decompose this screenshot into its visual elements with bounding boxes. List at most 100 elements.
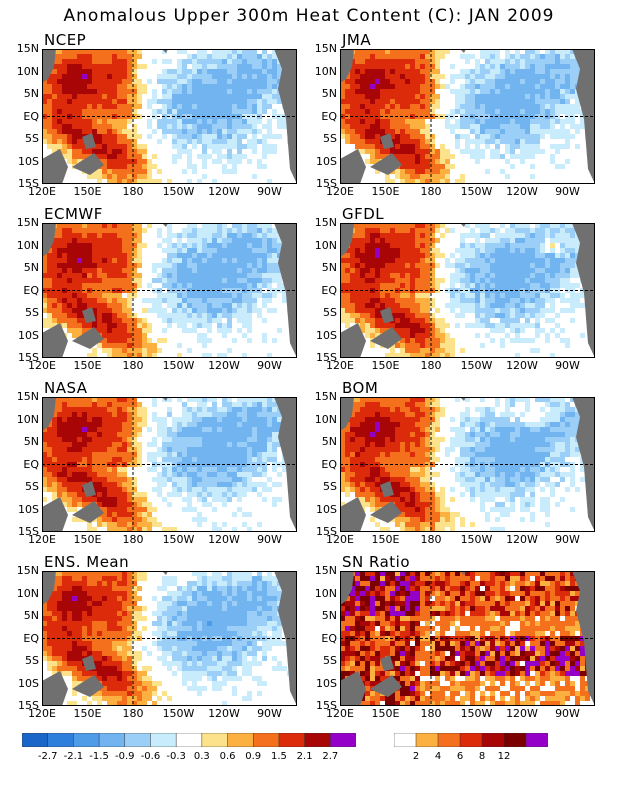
latitude-tick-label: 15N bbox=[314, 390, 337, 403]
land-mass bbox=[370, 153, 402, 175]
latitude-tick-label: 5S bbox=[323, 306, 337, 319]
longitude-tick-label: 150E bbox=[73, 185, 102, 198]
colorbar-label: -2.1 bbox=[63, 751, 84, 762]
map-frame bbox=[340, 223, 595, 358]
land-mass bbox=[82, 481, 96, 497]
longitude-tick-label: 180 bbox=[420, 707, 442, 720]
land-mass bbox=[340, 223, 354, 257]
map-frame bbox=[340, 397, 595, 532]
latitude-tick-label: 10N bbox=[16, 412, 39, 426]
latitude-tick-label: 10S bbox=[316, 328, 337, 342]
land-mass bbox=[42, 49, 56, 83]
latitude-tick-label: 5N bbox=[321, 261, 337, 274]
latitude-tick-label: EQ bbox=[321, 109, 337, 123]
latitude-tick-label: 10S bbox=[316, 676, 337, 690]
colorbar-swatch bbox=[481, 733, 505, 747]
longitude-tick-label: 120W bbox=[506, 185, 538, 198]
latitude-tick-label: 5N bbox=[23, 87, 39, 100]
latitude-tick-label: 15S bbox=[18, 699, 39, 712]
longitude-tick-label: 150W bbox=[460, 359, 493, 372]
longitude-tick-label: 90W bbox=[555, 359, 580, 372]
land-mass bbox=[380, 655, 394, 671]
land-mass bbox=[380, 133, 394, 149]
land-mass bbox=[340, 671, 366, 706]
map-panel bbox=[42, 571, 297, 706]
latitude-tick-label: 5N bbox=[321, 435, 337, 448]
land-mass bbox=[72, 675, 104, 697]
land-mass bbox=[42, 223, 56, 257]
longitude-tick-label: 120E bbox=[28, 185, 56, 198]
colorbar-swatch bbox=[175, 733, 203, 747]
sn-ratio-colorbar bbox=[394, 733, 548, 747]
latitude-tick-label: 5S bbox=[323, 480, 337, 493]
latitude-tick-label: 5S bbox=[25, 654, 39, 667]
map-panel bbox=[340, 223, 595, 358]
latitude-tick-label: 10S bbox=[316, 502, 337, 516]
longitude-tick-label: 120W bbox=[506, 533, 538, 546]
colorbar-swatch bbox=[278, 733, 306, 747]
latitude-tick-label: 10S bbox=[316, 154, 337, 168]
longitude-tick-label: 120E bbox=[326, 707, 354, 720]
latitude-tick-label: 5N bbox=[23, 435, 39, 448]
longitude-tick-label: 150W bbox=[460, 185, 493, 198]
latitude-tick-label: 15S bbox=[18, 351, 39, 364]
map-frame bbox=[42, 223, 297, 358]
latitude-tick-label: 15S bbox=[316, 177, 337, 190]
latitude-tick-label: EQ bbox=[23, 109, 39, 123]
latitude-tick-label: EQ bbox=[23, 283, 39, 297]
longitude-tick-label: 120E bbox=[326, 533, 354, 546]
colorbar-label: 4 bbox=[434, 751, 442, 762]
anomaly-colorbar bbox=[22, 733, 356, 747]
latitude-tick-label: EQ bbox=[23, 631, 39, 645]
map-frame bbox=[340, 571, 595, 706]
longitude-tick-label: 150E bbox=[371, 359, 400, 372]
latitude-tick-label: EQ bbox=[321, 631, 337, 645]
longitude-tick-label: 120E bbox=[28, 533, 56, 546]
colorbar-swatch bbox=[47, 733, 75, 747]
longitude-tick-label: 150W bbox=[162, 707, 195, 720]
longitude-tick-label: 180 bbox=[122, 185, 144, 198]
colorbar-label: 1.5 bbox=[270, 751, 287, 762]
map-frame bbox=[340, 49, 595, 184]
land-mass bbox=[274, 571, 297, 706]
colorbar-swatch bbox=[201, 733, 229, 747]
panel-title: GFDL bbox=[342, 205, 385, 223]
longitude-tick-label: 120W bbox=[208, 359, 240, 372]
longitude-tick-label: 90W bbox=[257, 707, 282, 720]
latitude-tick-label: 10S bbox=[18, 154, 39, 168]
latitude-tick-label: 10N bbox=[16, 586, 39, 600]
longitude-tick-label: 120W bbox=[208, 185, 240, 198]
longitude-tick-label: 180 bbox=[420, 185, 442, 198]
land-mass bbox=[274, 397, 297, 532]
colorbar-swatch bbox=[98, 733, 126, 747]
latitude-tick-label: 10S bbox=[18, 676, 39, 690]
latitude-tick-label: 15S bbox=[316, 699, 337, 712]
panel-title: NASA bbox=[44, 379, 88, 397]
latitude-tick-label: 10N bbox=[314, 586, 337, 600]
colorbar-label: 0.9 bbox=[245, 751, 262, 762]
latitude-tick-label: 15N bbox=[314, 564, 337, 577]
longitude-tick-label: 180 bbox=[420, 533, 442, 546]
map-panel bbox=[42, 49, 297, 184]
land-mass bbox=[42, 671, 68, 706]
panel-title: SN Ratio bbox=[342, 553, 411, 571]
land-mass bbox=[572, 397, 595, 532]
colorbar-swatch bbox=[124, 733, 152, 747]
longitude-tick-label: 120E bbox=[28, 707, 56, 720]
latitude-tick-label: 15N bbox=[16, 42, 39, 55]
colorbar-label: -2.7 bbox=[37, 751, 58, 762]
latitude-tick-label: EQ bbox=[321, 283, 337, 297]
longitude-tick-label: 120E bbox=[326, 359, 354, 372]
latitude-tick-label: 15N bbox=[16, 564, 39, 577]
land-mass bbox=[340, 497, 366, 532]
colorbar-label: 12 bbox=[497, 751, 511, 762]
latitude-tick-label: 10S bbox=[18, 328, 39, 342]
latitude-tick-label: EQ bbox=[23, 457, 39, 471]
land-mass bbox=[572, 571, 595, 706]
longitude-tick-label: 150E bbox=[371, 533, 400, 546]
latitude-tick-label: 10S bbox=[18, 502, 39, 516]
longitude-tick-label: 150E bbox=[371, 185, 400, 198]
colorbar-label: 0.3 bbox=[193, 751, 210, 762]
land-mass bbox=[72, 327, 104, 349]
longitude-tick-label: 120W bbox=[506, 359, 538, 372]
